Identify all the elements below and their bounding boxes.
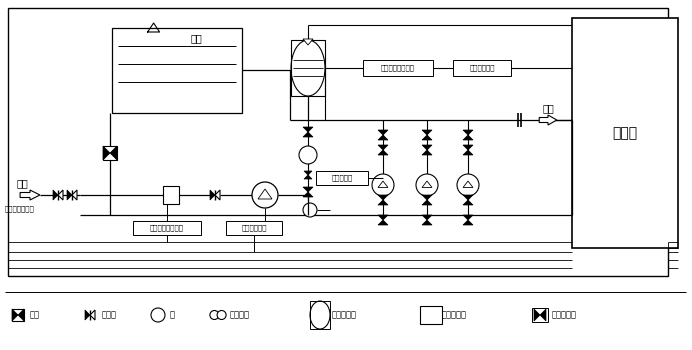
Polygon shape xyxy=(463,150,473,155)
Circle shape xyxy=(252,182,278,208)
Polygon shape xyxy=(422,135,432,140)
Polygon shape xyxy=(534,309,540,321)
Polygon shape xyxy=(303,132,313,137)
Circle shape xyxy=(217,310,226,320)
Bar xyxy=(572,18,678,248)
Polygon shape xyxy=(422,220,432,225)
Circle shape xyxy=(210,310,219,320)
Text: 稳流补偿器: 稳流补偿器 xyxy=(332,310,357,320)
Text: 泵: 泵 xyxy=(170,310,175,320)
Polygon shape xyxy=(463,130,473,135)
Polygon shape xyxy=(378,135,388,140)
Circle shape xyxy=(372,174,394,196)
Circle shape xyxy=(303,203,317,217)
Polygon shape xyxy=(53,190,58,200)
Polygon shape xyxy=(422,150,432,155)
Polygon shape xyxy=(210,190,215,200)
Text: 止回阀: 止回阀 xyxy=(102,310,117,320)
Polygon shape xyxy=(67,190,72,200)
Polygon shape xyxy=(463,200,473,205)
Bar xyxy=(363,60,433,76)
Bar xyxy=(453,60,511,76)
Polygon shape xyxy=(422,215,432,220)
Bar xyxy=(163,186,179,204)
Text: 进水口压力传感器: 进水口压力传感器 xyxy=(150,225,184,231)
Polygon shape xyxy=(422,195,432,200)
Polygon shape xyxy=(72,190,77,200)
Polygon shape xyxy=(20,190,40,200)
Text: 电动控制阀: 电动控制阀 xyxy=(552,310,577,320)
Polygon shape xyxy=(378,215,388,220)
Polygon shape xyxy=(303,39,313,45)
Polygon shape xyxy=(539,115,557,125)
Polygon shape xyxy=(463,195,473,200)
Bar xyxy=(316,171,368,185)
Bar xyxy=(8,8,668,276)
Polygon shape xyxy=(304,171,312,175)
Text: 稳压调节器: 稳压调节器 xyxy=(442,310,467,320)
Polygon shape xyxy=(378,220,388,225)
Text: 控制柜: 控制柜 xyxy=(612,126,637,140)
Polygon shape xyxy=(422,181,432,188)
Text: 阀门: 阀门 xyxy=(30,310,40,320)
Polygon shape xyxy=(378,145,388,150)
Polygon shape xyxy=(422,130,432,135)
Bar xyxy=(420,306,442,324)
Polygon shape xyxy=(303,192,313,197)
Polygon shape xyxy=(463,145,473,150)
Polygon shape xyxy=(463,135,473,140)
Polygon shape xyxy=(463,220,473,225)
Bar xyxy=(226,221,282,235)
Polygon shape xyxy=(422,200,432,205)
Polygon shape xyxy=(463,215,473,220)
Polygon shape xyxy=(463,181,473,188)
Text: 出水口压力传感器: 出水口压力传感器 xyxy=(381,65,415,71)
Polygon shape xyxy=(303,187,313,192)
Bar xyxy=(133,221,201,235)
Polygon shape xyxy=(422,145,432,150)
Polygon shape xyxy=(110,146,117,160)
Polygon shape xyxy=(378,195,388,200)
Circle shape xyxy=(416,174,438,196)
Polygon shape xyxy=(258,189,272,199)
Ellipse shape xyxy=(310,301,330,329)
Text: 水箱: 水箱 xyxy=(190,33,202,43)
Bar xyxy=(103,146,117,160)
Polygon shape xyxy=(103,146,110,160)
Polygon shape xyxy=(304,175,312,179)
Polygon shape xyxy=(12,309,18,321)
Polygon shape xyxy=(85,310,90,320)
Polygon shape xyxy=(90,310,95,320)
Polygon shape xyxy=(378,150,388,155)
Polygon shape xyxy=(215,190,220,200)
Polygon shape xyxy=(378,130,388,135)
Text: 电接点负压表: 电接点负压表 xyxy=(242,225,266,231)
Text: 电接点压力表: 电接点压力表 xyxy=(469,65,495,71)
Bar xyxy=(12,309,24,321)
Polygon shape xyxy=(18,309,24,321)
Circle shape xyxy=(457,174,479,196)
Ellipse shape xyxy=(291,40,325,96)
Polygon shape xyxy=(58,190,63,200)
Text: 增压装置: 增压装置 xyxy=(230,310,250,320)
Bar xyxy=(532,308,548,322)
Circle shape xyxy=(151,308,165,322)
Text: 压力传感器: 压力传感器 xyxy=(331,175,353,181)
Polygon shape xyxy=(378,200,388,205)
Polygon shape xyxy=(540,309,546,321)
Text: 进水: 进水 xyxy=(16,178,28,188)
Text: 城镇自来水管网: 城镇自来水管网 xyxy=(5,206,35,212)
Bar xyxy=(310,301,330,329)
Circle shape xyxy=(299,146,317,164)
Bar xyxy=(112,28,242,113)
Bar xyxy=(291,40,325,96)
Polygon shape xyxy=(303,127,313,132)
Text: 出水: 出水 xyxy=(542,103,554,113)
Polygon shape xyxy=(378,181,388,188)
